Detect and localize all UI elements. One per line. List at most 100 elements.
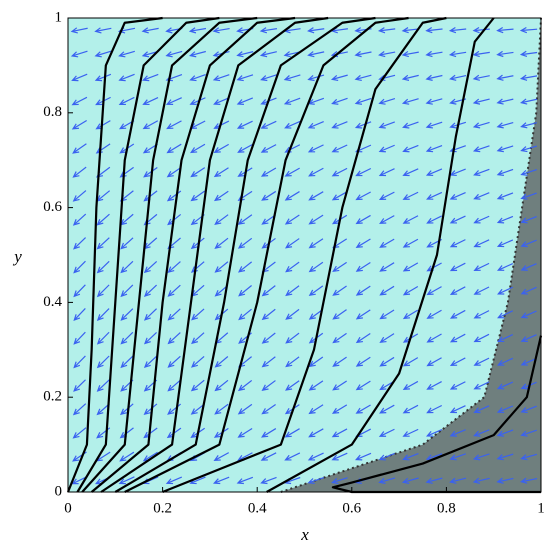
field-arrow — [496, 26, 514, 34]
region — [280, 18, 541, 492]
x-axis-label: x — [300, 525, 309, 544]
field-arrow — [449, 192, 466, 200]
field-arrow — [236, 51, 254, 58]
field-arrow — [520, 145, 538, 153]
field-arrow — [213, 97, 230, 105]
field-arrow — [141, 27, 159, 34]
field-arrow — [308, 285, 324, 297]
field-arrow — [472, 74, 490, 81]
field-arrow — [355, 191, 371, 201]
field-arrow — [473, 333, 490, 343]
trajectory — [162, 16, 447, 494]
field-arrow — [379, 333, 395, 343]
field-arrow — [71, 96, 88, 106]
field-arrow — [473, 192, 490, 200]
field-arrow — [143, 355, 158, 369]
trajectory — [124, 16, 409, 493]
field-arrow — [285, 261, 300, 273]
field-arrow — [473, 381, 490, 390]
field-arrow — [307, 477, 325, 485]
field-arrow — [260, 476, 277, 485]
field-arrow — [426, 191, 443, 200]
field-arrow — [379, 238, 395, 248]
field-arrow — [284, 214, 300, 225]
field-arrow — [284, 428, 300, 438]
field-arrow — [308, 380, 324, 391]
field-arrow — [497, 333, 514, 343]
field-arrow — [72, 143, 87, 154]
field-arrow — [401, 74, 419, 81]
field-arrow — [142, 97, 159, 106]
field-arrow — [378, 98, 396, 105]
trajectory — [114, 16, 376, 493]
field-arrow — [496, 145, 514, 153]
field-arrow — [332, 380, 348, 391]
field-arrow — [426, 404, 443, 414]
field-arrow — [261, 404, 276, 415]
field-arrow — [167, 403, 182, 415]
x-tick-label: 0.8 — [437, 500, 456, 516]
field-arrow — [71, 119, 87, 130]
field-arrow — [449, 357, 466, 367]
field-arrow — [355, 214, 371, 225]
trajectory — [66, 16, 163, 493]
field-arrow — [497, 286, 514, 295]
field-arrow — [259, 51, 277, 58]
y-tick-label: 0 — [55, 483, 63, 499]
plot-frame — [67, 17, 542, 493]
field-arrow — [496, 453, 514, 461]
field-arrow — [379, 285, 395, 296]
x-tick-label: 0.4 — [248, 500, 267, 516]
field-arrow — [425, 428, 443, 437]
field-arrow — [379, 356, 395, 367]
field-arrow — [378, 144, 395, 153]
field-arrow — [260, 452, 277, 461]
field-arrow — [402, 380, 419, 390]
field-arrow — [143, 261, 158, 274]
field-arrow — [378, 477, 396, 484]
field-arrow — [143, 166, 158, 178]
field-arrow — [237, 214, 253, 225]
field-arrow — [72, 166, 87, 178]
field-arrow — [72, 190, 87, 202]
field-arrow — [472, 477, 490, 484]
field-arrow — [496, 262, 514, 271]
field-arrow — [308, 356, 324, 368]
trajectory — [266, 17, 495, 493]
field-arrow — [402, 453, 419, 461]
field-arrow — [473, 262, 490, 271]
field-arrow — [473, 310, 490, 319]
field-arrow — [120, 355, 134, 369]
field-arrow — [285, 308, 300, 320]
field-arrow — [283, 74, 301, 82]
field-arrow — [118, 50, 135, 58]
field-arrow — [355, 356, 371, 367]
field-arrow — [143, 403, 158, 416]
field-arrow — [496, 74, 514, 81]
field-arrow — [72, 403, 87, 416]
field-arrow — [308, 167, 324, 177]
field-arrow — [165, 97, 182, 105]
field-arrow — [426, 357, 442, 367]
field-arrow — [307, 51, 325, 58]
field-arrow — [213, 476, 230, 485]
field-arrow — [354, 51, 372, 58]
field-arrow — [402, 428, 419, 437]
field-arrow — [94, 27, 112, 34]
field-arrow — [449, 429, 466, 437]
field-arrow — [425, 74, 443, 81]
field-arrow — [238, 285, 252, 297]
field-arrow — [190, 167, 206, 178]
field-arrow — [96, 213, 110, 226]
field-arrow — [167, 308, 181, 321]
field-arrow — [237, 379, 253, 392]
field-arrow — [519, 26, 538, 34]
field-arrow — [165, 476, 183, 485]
field-arrow — [70, 27, 88, 34]
field-arrow — [355, 262, 371, 272]
field-arrow — [473, 239, 490, 248]
field-arrow — [378, 50, 396, 58]
field-arrow — [73, 331, 86, 345]
field-arrow — [379, 262, 395, 272]
field-arrow — [496, 98, 514, 105]
